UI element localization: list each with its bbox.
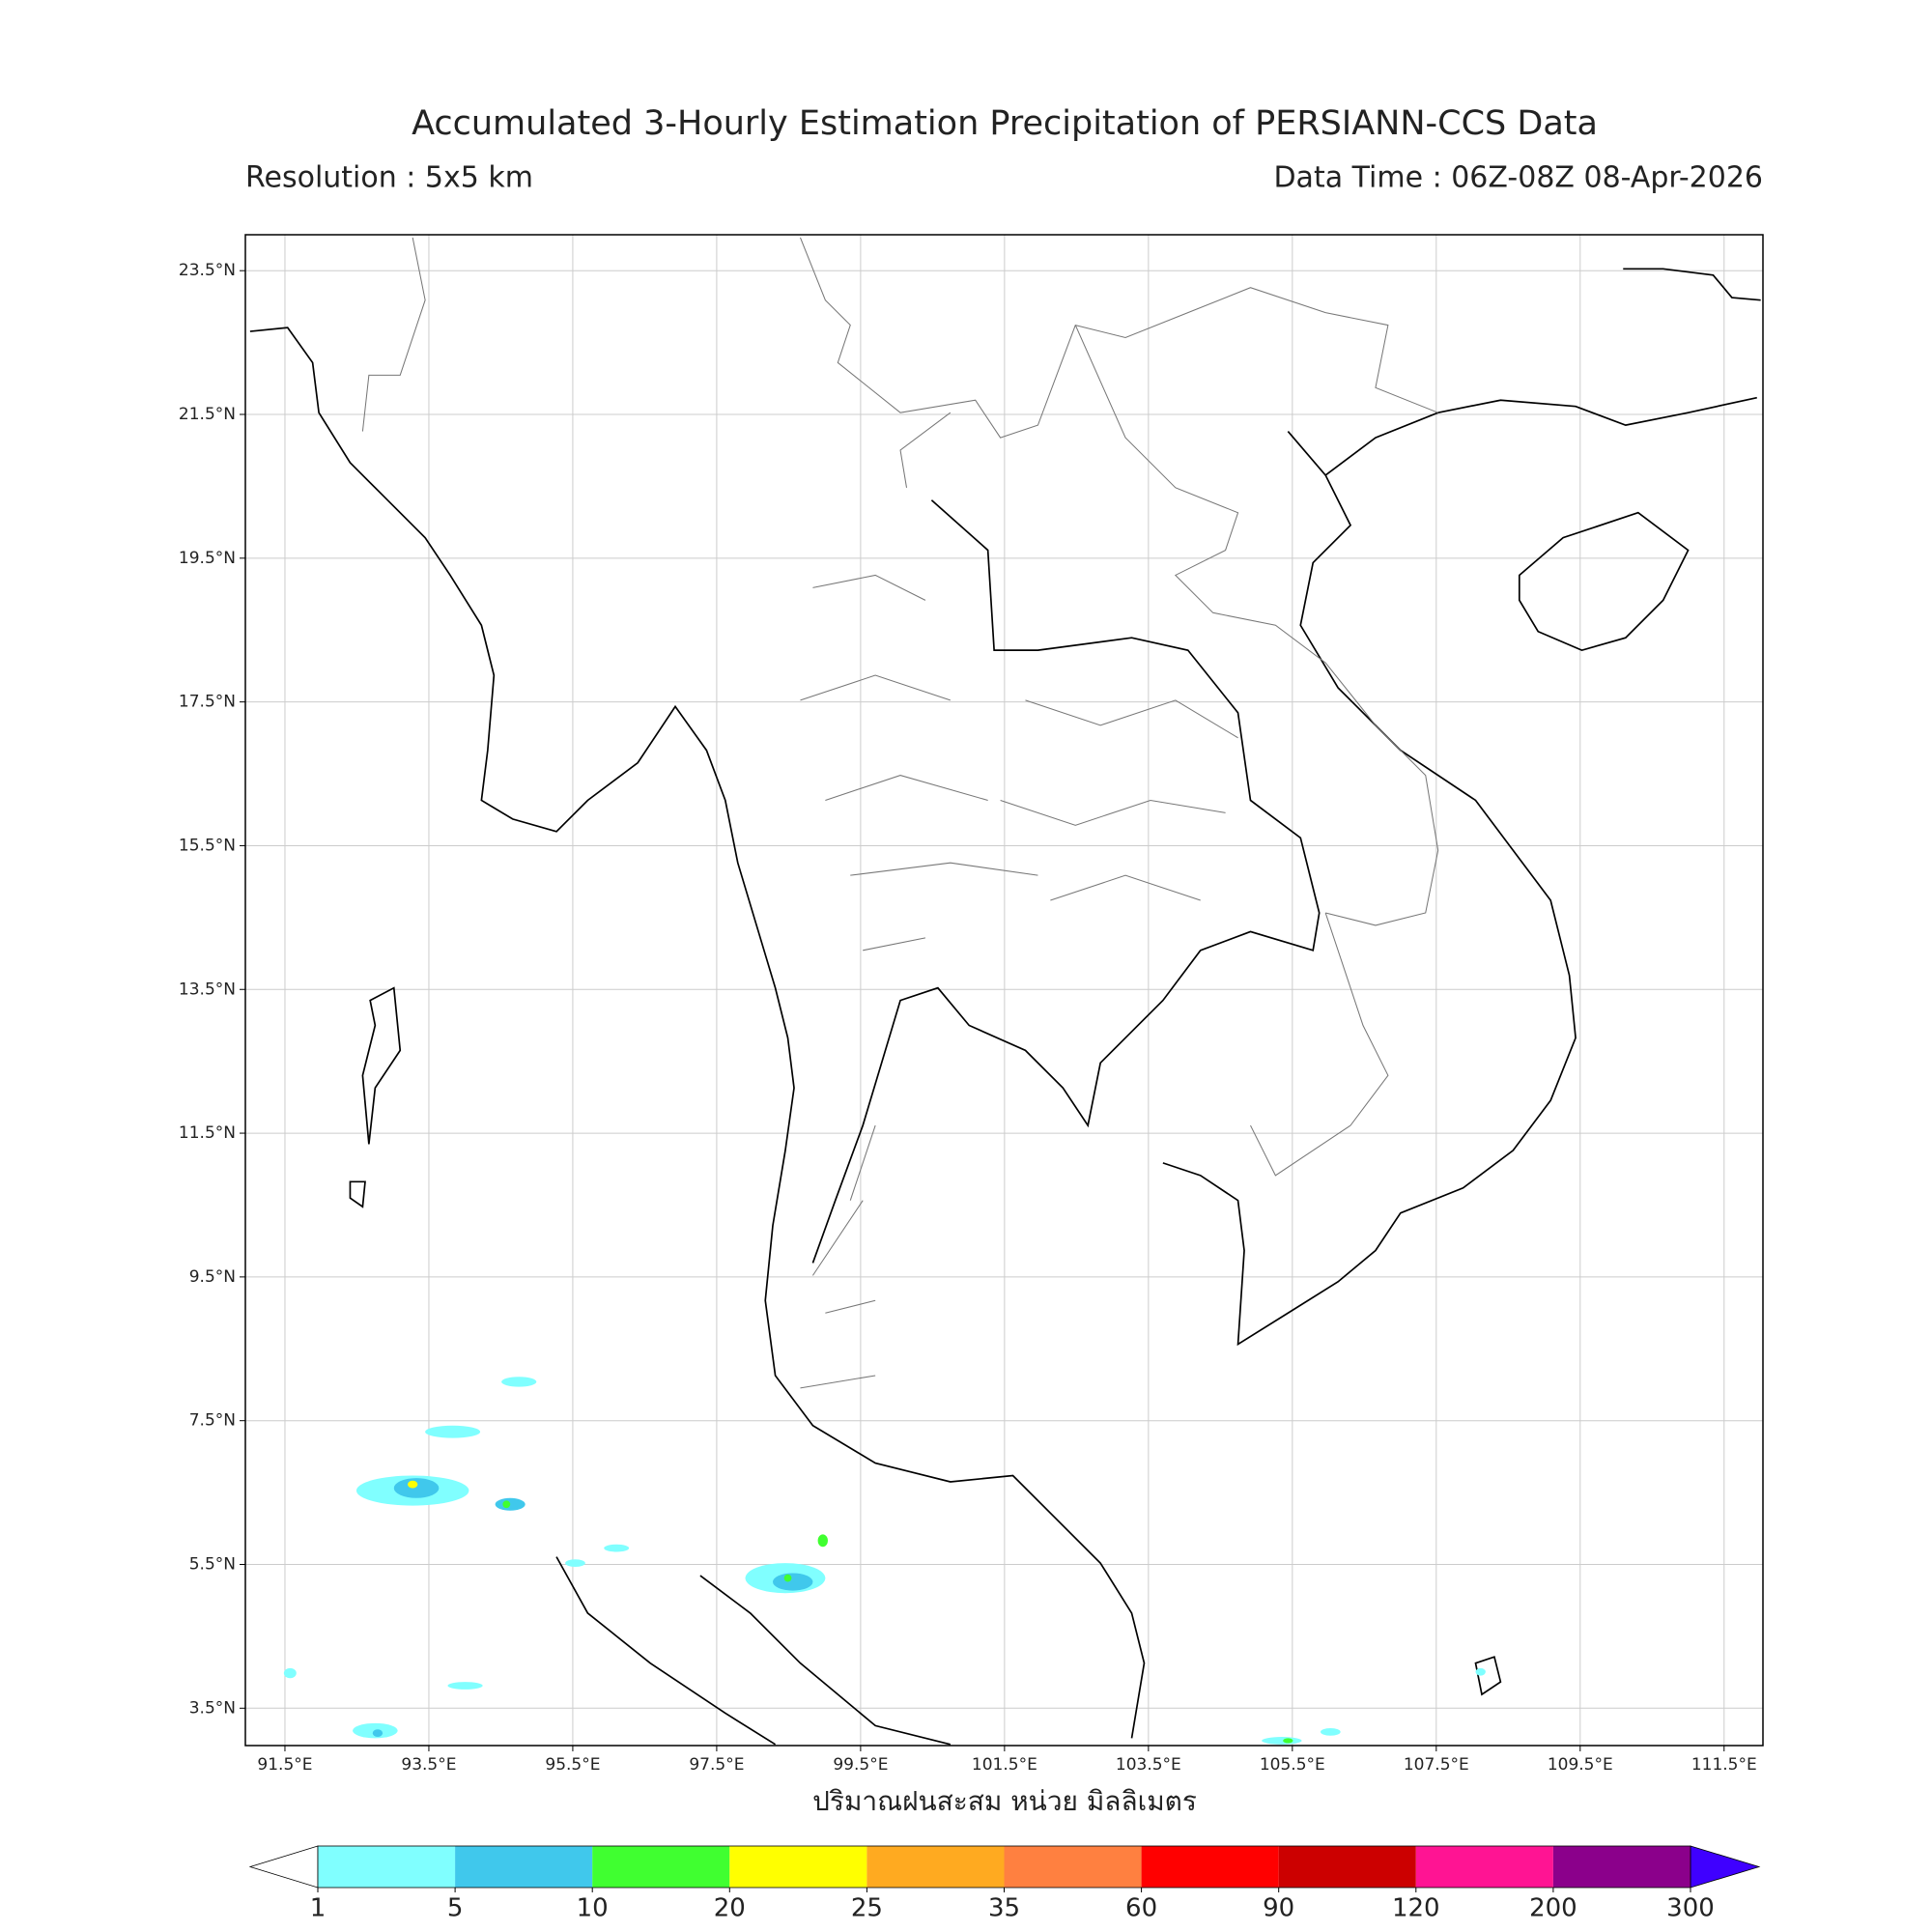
colorbar-under xyxy=(248,1845,319,1889)
colorbar-tick-label: 20 xyxy=(714,1894,746,1923)
colorbar-tick-label: 25 xyxy=(851,1894,883,1923)
x-tick-label: 103.5°E xyxy=(1116,1755,1181,1775)
colorbar-segment xyxy=(729,1846,867,1888)
colorbar-over xyxy=(1690,1845,1761,1889)
colorbar-segment xyxy=(455,1846,593,1888)
colorbar-tick-label: 10 xyxy=(577,1894,609,1923)
colorbar-segment xyxy=(1278,1846,1416,1888)
y-tick-label: 11.5°N xyxy=(179,1123,236,1143)
x-tick-label: 93.5°E xyxy=(401,1755,456,1775)
x-tick-label: 97.5°E xyxy=(689,1755,744,1775)
x-tick-label: 99.5°E xyxy=(833,1755,888,1775)
colorbar-segment xyxy=(867,1846,1005,1888)
y-tick-label: 15.5°N xyxy=(179,836,236,855)
y-tick-label: 19.5°N xyxy=(179,549,236,568)
x-tick-label: 109.5°E xyxy=(1548,1755,1613,1775)
geography xyxy=(249,237,1761,1746)
title: Accumulated 3-Hourly Estimation Precipit… xyxy=(412,104,1598,143)
colorbar-tick-label: 60 xyxy=(1125,1894,1157,1923)
y-tick-label: 13.5°N xyxy=(179,980,236,999)
colorbar-segment xyxy=(1552,1846,1690,1888)
colorbar-tick-label: 35 xyxy=(988,1894,1020,1923)
x-tick-label: 95.5°E xyxy=(545,1755,600,1775)
x-tick-label: 107.5°E xyxy=(1404,1755,1469,1775)
data-time: Data Time : 06Z-08Z 08-Apr-2026 xyxy=(1273,161,1763,195)
y-tick-label: 5.5°N xyxy=(189,1554,236,1574)
y-tick-label: 9.5°N xyxy=(189,1267,236,1287)
y-tick-label: 17.5°N xyxy=(179,693,236,712)
x-tick-label: 91.5°E xyxy=(257,1755,312,1775)
colorbar-tick-label: 5 xyxy=(447,1894,464,1923)
colorbar-segment xyxy=(1415,1846,1553,1888)
colorbar-label: ปริมาณฝนสะสม หน่วย มิลลิเมตร xyxy=(812,1785,1197,1817)
colorbar-segment xyxy=(1141,1846,1279,1888)
y-tick-label: 7.5°N xyxy=(189,1411,236,1431)
colorbar-tick-label: 120 xyxy=(1392,1894,1440,1923)
colorbar-segment xyxy=(1004,1846,1142,1888)
colorbar-tick-label: 300 xyxy=(1666,1894,1715,1923)
y-tick-label: 21.5°N xyxy=(179,405,236,424)
colorbar-segment xyxy=(592,1846,730,1888)
colorbar-tick-label: 1 xyxy=(310,1894,327,1923)
x-tick-label: 101.5°E xyxy=(972,1755,1037,1775)
colorbar-tick-label: 200 xyxy=(1529,1894,1577,1923)
y-tick-label: 23.5°N xyxy=(179,261,236,280)
x-tick-label: 105.5°E xyxy=(1260,1755,1325,1775)
colorbar-tick-label: 90 xyxy=(1263,1894,1294,1923)
y-tick-label: 3.5°N xyxy=(189,1698,236,1718)
colorbar-segment xyxy=(318,1846,456,1888)
x-tick-label: 111.5°E xyxy=(1691,1755,1757,1775)
resolution: Resolution : 5x5 km xyxy=(245,161,533,195)
